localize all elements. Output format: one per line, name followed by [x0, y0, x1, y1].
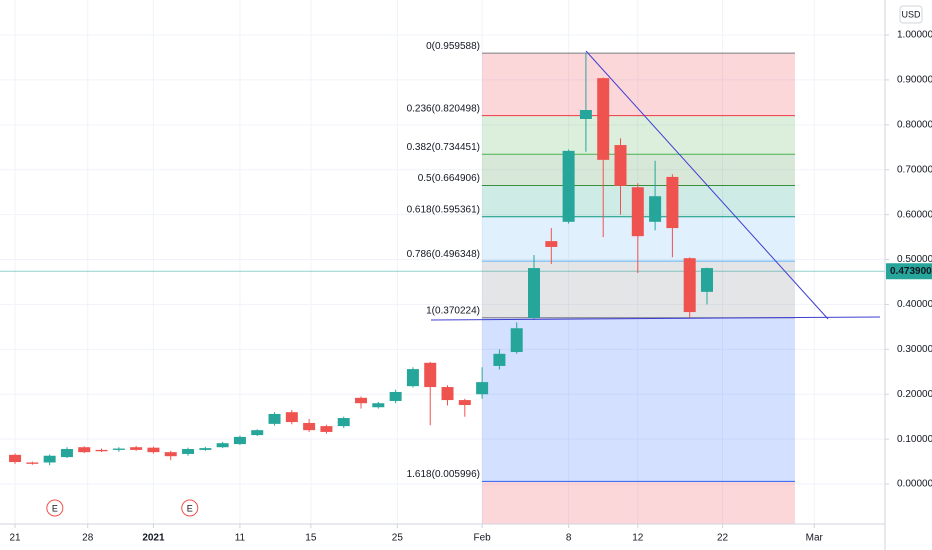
candle-body — [389, 391, 402, 401]
candle-body — [251, 430, 264, 436]
x-tick-label: Feb — [473, 533, 491, 544]
fib-label: 0.382(0.734451) — [407, 142, 480, 153]
candle-body — [268, 413, 281, 424]
candle-body — [545, 241, 558, 247]
fib-label: 1.618(0.005996) — [407, 469, 480, 480]
candle-body — [43, 455, 56, 463]
candle-body — [700, 268, 713, 292]
candle-body — [182, 449, 195, 454]
candle-body — [233, 436, 246, 445]
candle-body — [683, 258, 696, 313]
x-tick-label: 15 — [305, 533, 317, 544]
candle-body — [528, 268, 541, 318]
fib-zone — [482, 115, 795, 155]
candle-body — [147, 447, 160, 453]
candle-body — [216, 443, 229, 448]
fib-zone — [482, 53, 795, 116]
candle-body — [320, 426, 333, 432]
candle-body — [493, 353, 506, 366]
candle-body — [510, 328, 523, 353]
fib-label: 0.618(0.595361) — [407, 204, 480, 215]
candle-body — [441, 387, 454, 401]
last-price-tag — [886, 263, 932, 280]
candle-body — [95, 449, 108, 452]
fib-label: 0.5(0.664906) — [418, 173, 480, 184]
candle-body — [355, 397, 368, 404]
candle-body — [597, 78, 610, 160]
candle-body — [458, 400, 471, 406]
support-line — [430, 316, 881, 321]
grid — [0, 0, 885, 524]
candle-body — [337, 418, 350, 427]
candle-body — [666, 176, 679, 229]
fib-retracement: 0(0.959588) 0.236(0.820498) 0.382(0.734451… — [407, 41, 795, 524]
candle-body — [649, 196, 662, 222]
x-tick-label: 8 — [566, 533, 572, 544]
currency-button[interactable] — [899, 5, 923, 24]
candle-body — [78, 447, 91, 453]
candle-body — [424, 362, 437, 388]
y-tick-label: 0.900000 — [897, 75, 932, 86]
x-tick-label: 21 — [9, 533, 21, 544]
fib-label: 0.236(0.820498) — [407, 103, 480, 114]
fib-label: 0(0.959588) — [426, 41, 480, 52]
candle-body — [112, 448, 125, 450]
candle-body — [579, 110, 592, 119]
event-label: E — [187, 503, 193, 513]
trend-line — [585, 50, 829, 320]
candle-body — [60, 449, 73, 458]
x-tick-label: 2021 — [142, 533, 165, 544]
candle-body — [26, 462, 39, 464]
fib-zone — [482, 154, 795, 186]
x-tick-label: 22 — [717, 533, 729, 544]
x-tick-label: 11 — [235, 533, 246, 544]
event-marker — [46, 499, 64, 517]
candle-body — [372, 403, 385, 408]
candle-body — [130, 447, 143, 450]
candle-body — [199, 448, 212, 450]
candle-body — [164, 452, 177, 457]
candle-body — [303, 422, 316, 431]
x-tick-label: Mar — [806, 533, 824, 544]
x-tick-label: 25 — [392, 533, 404, 544]
x-tick-label: 12 — [632, 533, 644, 544]
candle-body — [476, 382, 489, 395]
fib-zone — [482, 481, 795, 524]
candles — [0, 52, 885, 466]
candle-body — [285, 412, 298, 423]
fib-label: 1(0.370224) — [426, 305, 480, 316]
candle-body — [9, 454, 22, 463]
currency-label: USD — [901, 9, 921, 19]
candle-body — [406, 369, 419, 387]
event-label: E — [52, 503, 58, 513]
candle-body — [631, 187, 644, 237]
candle-body — [562, 150, 575, 222]
x-tick-label: 28 — [82, 533, 94, 544]
event-marker — [181, 499, 199, 517]
last-price-label: 0.473900 — [890, 266, 932, 277]
fib-label: 0.786(0.496348) — [407, 249, 480, 260]
fib-zone — [482, 317, 795, 482]
candle-body — [614, 145, 627, 186]
